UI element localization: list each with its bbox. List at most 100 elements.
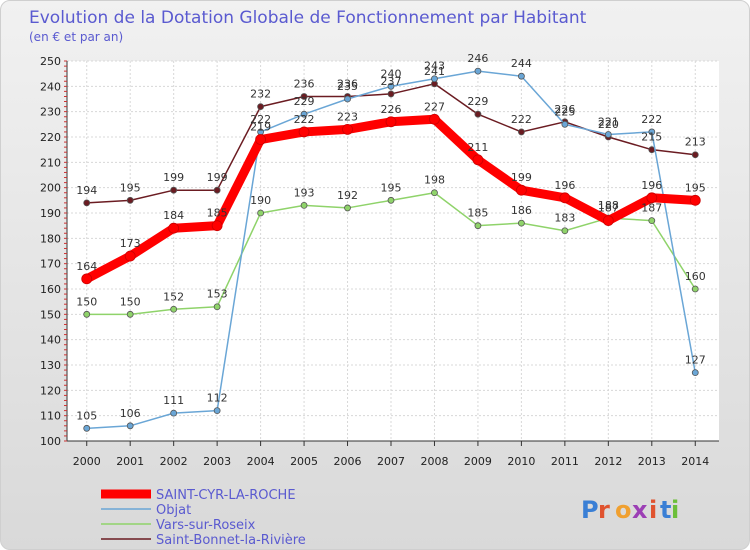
data-point-saint-bonnet-la-riviere [474,110,482,118]
data-point-objat [344,95,351,103]
x-tick-label: 2007 [377,455,405,468]
data-point-vars-sur-roseix [474,222,482,230]
chart-title: Evolution de la Dotation Globale de Fonc… [29,8,587,28]
x-tick-label: 2013 [638,455,666,468]
data-label-saint-cyr-la-roche: 219 [250,121,271,134]
data-label-saint-bonnet-la-riviere: 199 [207,171,228,184]
data-label-objat: 244 [511,57,532,70]
data-label-objat: 222 [250,113,271,126]
data-point-saint-cyr-la-roche [168,222,180,234]
logo-letter: x [632,496,648,524]
data-label-saint-cyr-la-roche: 223 [337,110,358,123]
logo-letter: i [671,496,679,524]
y-tick-label: 140 [40,334,61,347]
data-label-objat: 105 [76,409,97,422]
data-label-vars-sur-roseix: 185 [467,207,488,220]
data-point-objat [83,424,91,432]
data-label-saint-cyr-la-roche: 196 [554,179,575,192]
y-tick-label: 100 [40,435,61,448]
data-point-objat [431,75,438,83]
data-label-vars-sur-roseix: 183 [554,212,575,225]
y-tick-label: 180 [40,232,61,245]
logo-letter: i [649,496,657,524]
data-label-objat: 221 [598,115,619,128]
data-point-saint-cyr-la-roche [646,192,658,204]
data-label-saint-bonnet-la-riviere: 213 [685,136,706,149]
x-tick-label: 2003 [203,455,231,468]
x-tick-label: 2004 [247,455,275,468]
data-point-objat [170,409,178,417]
data-point-saint-cyr-la-roche [255,134,267,145]
data-point-objat [474,67,482,75]
data-point-vars-sur-roseix [387,196,395,204]
data-label-vars-sur-roseix: 188 [598,199,619,212]
data-point-saint-cyr-la-roche [211,220,223,232]
data-point-saint-cyr-la-roche [559,192,571,204]
data-label-saint-bonnet-la-riviere: 236 [294,77,315,90]
data-point-vars-sur-roseix [691,285,699,293]
y-tick-label: 250 [40,55,61,68]
y-tick-label: 220 [40,131,61,144]
data-label-vars-sur-roseix: 186 [511,204,532,217]
data-point-objat [604,131,612,138]
data-label-saint-bonnet-la-riviere: 194 [76,184,97,197]
y-tick-label: 200 [40,182,61,195]
data-point-saint-cyr-la-roche [516,184,527,196]
x-tick-label: 2010 [507,455,535,468]
x-tick-label: 2005 [290,455,318,468]
data-label-vars-sur-roseix: 190 [250,194,271,207]
data-point-vars-sur-roseix [257,209,265,217]
data-label-objat: 112 [207,392,228,405]
data-label-objat: 106 [120,407,141,420]
data-point-saint-cyr-la-roche [298,126,310,138]
data-label-saint-bonnet-la-riviere: 195 [120,181,141,194]
data-label-vars-sur-roseix: 152 [163,290,184,303]
data-label-vars-sur-roseix: 150 [76,295,97,308]
x-tick-label: 2012 [594,455,622,468]
data-point-saint-cyr-la-roche [81,273,93,285]
data-point-saint-bonnet-la-riviere [83,199,91,207]
data-point-saint-bonnet-la-riviere [518,128,525,136]
data-point-saint-bonnet-la-riviere [387,90,395,98]
data-label-saint-cyr-la-roche: 185 [207,207,228,220]
data-label-saint-bonnet-la-riviere: 232 [250,88,271,101]
data-label-vars-sur-roseix: 187 [641,202,662,215]
data-label-objat: 225 [554,105,575,118]
data-point-objat [691,369,699,377]
data-label-saint-cyr-la-roche: 173 [120,237,141,250]
logo-letter: o [615,496,632,524]
data-label-objat: 235 [337,80,358,93]
x-tick-label: 2008 [420,455,448,468]
data-label-objat: 229 [294,95,315,108]
data-label-objat: 246 [467,52,488,65]
data-label-saint-cyr-la-roche: 199 [511,171,532,184]
y-tick-label: 150 [40,308,61,321]
chart-subtitle: (en € et par an) [29,30,123,44]
data-point-saint-bonnet-la-riviere [257,103,265,110]
data-point-objat [561,120,569,128]
y-tick-label: 110 [40,410,61,423]
axes: 1001101201301401501601701801902002102202… [40,55,719,468]
data-label-saint-cyr-la-roche: 164 [76,260,97,273]
legend: SAINT-CYR-LA-ROCHEObjatVars-sur-RoseixSa… [101,488,306,548]
data-point-objat [387,82,395,90]
data-label-saint-cyr-la-roche: 196 [641,179,662,192]
data-label-vars-sur-roseix: 153 [207,288,228,301]
data-point-vars-sur-roseix [83,310,91,318]
x-tick-label: 2001 [116,455,144,468]
data-point-vars-sur-roseix [561,227,569,235]
y-tick-label: 190 [40,207,61,220]
data-label-objat: 111 [163,394,184,407]
data-point-saint-bonnet-la-riviere [170,186,178,194]
data-point-vars-sur-roseix [431,189,438,197]
data-point-objat [518,72,525,80]
data-point-saint-cyr-la-roche [429,113,440,125]
data-label-vars-sur-roseix: 160 [685,270,706,283]
y-tick-label: 230 [40,106,61,119]
y-tick-label: 160 [40,283,61,296]
data-label-vars-sur-roseix: 195 [381,181,402,194]
